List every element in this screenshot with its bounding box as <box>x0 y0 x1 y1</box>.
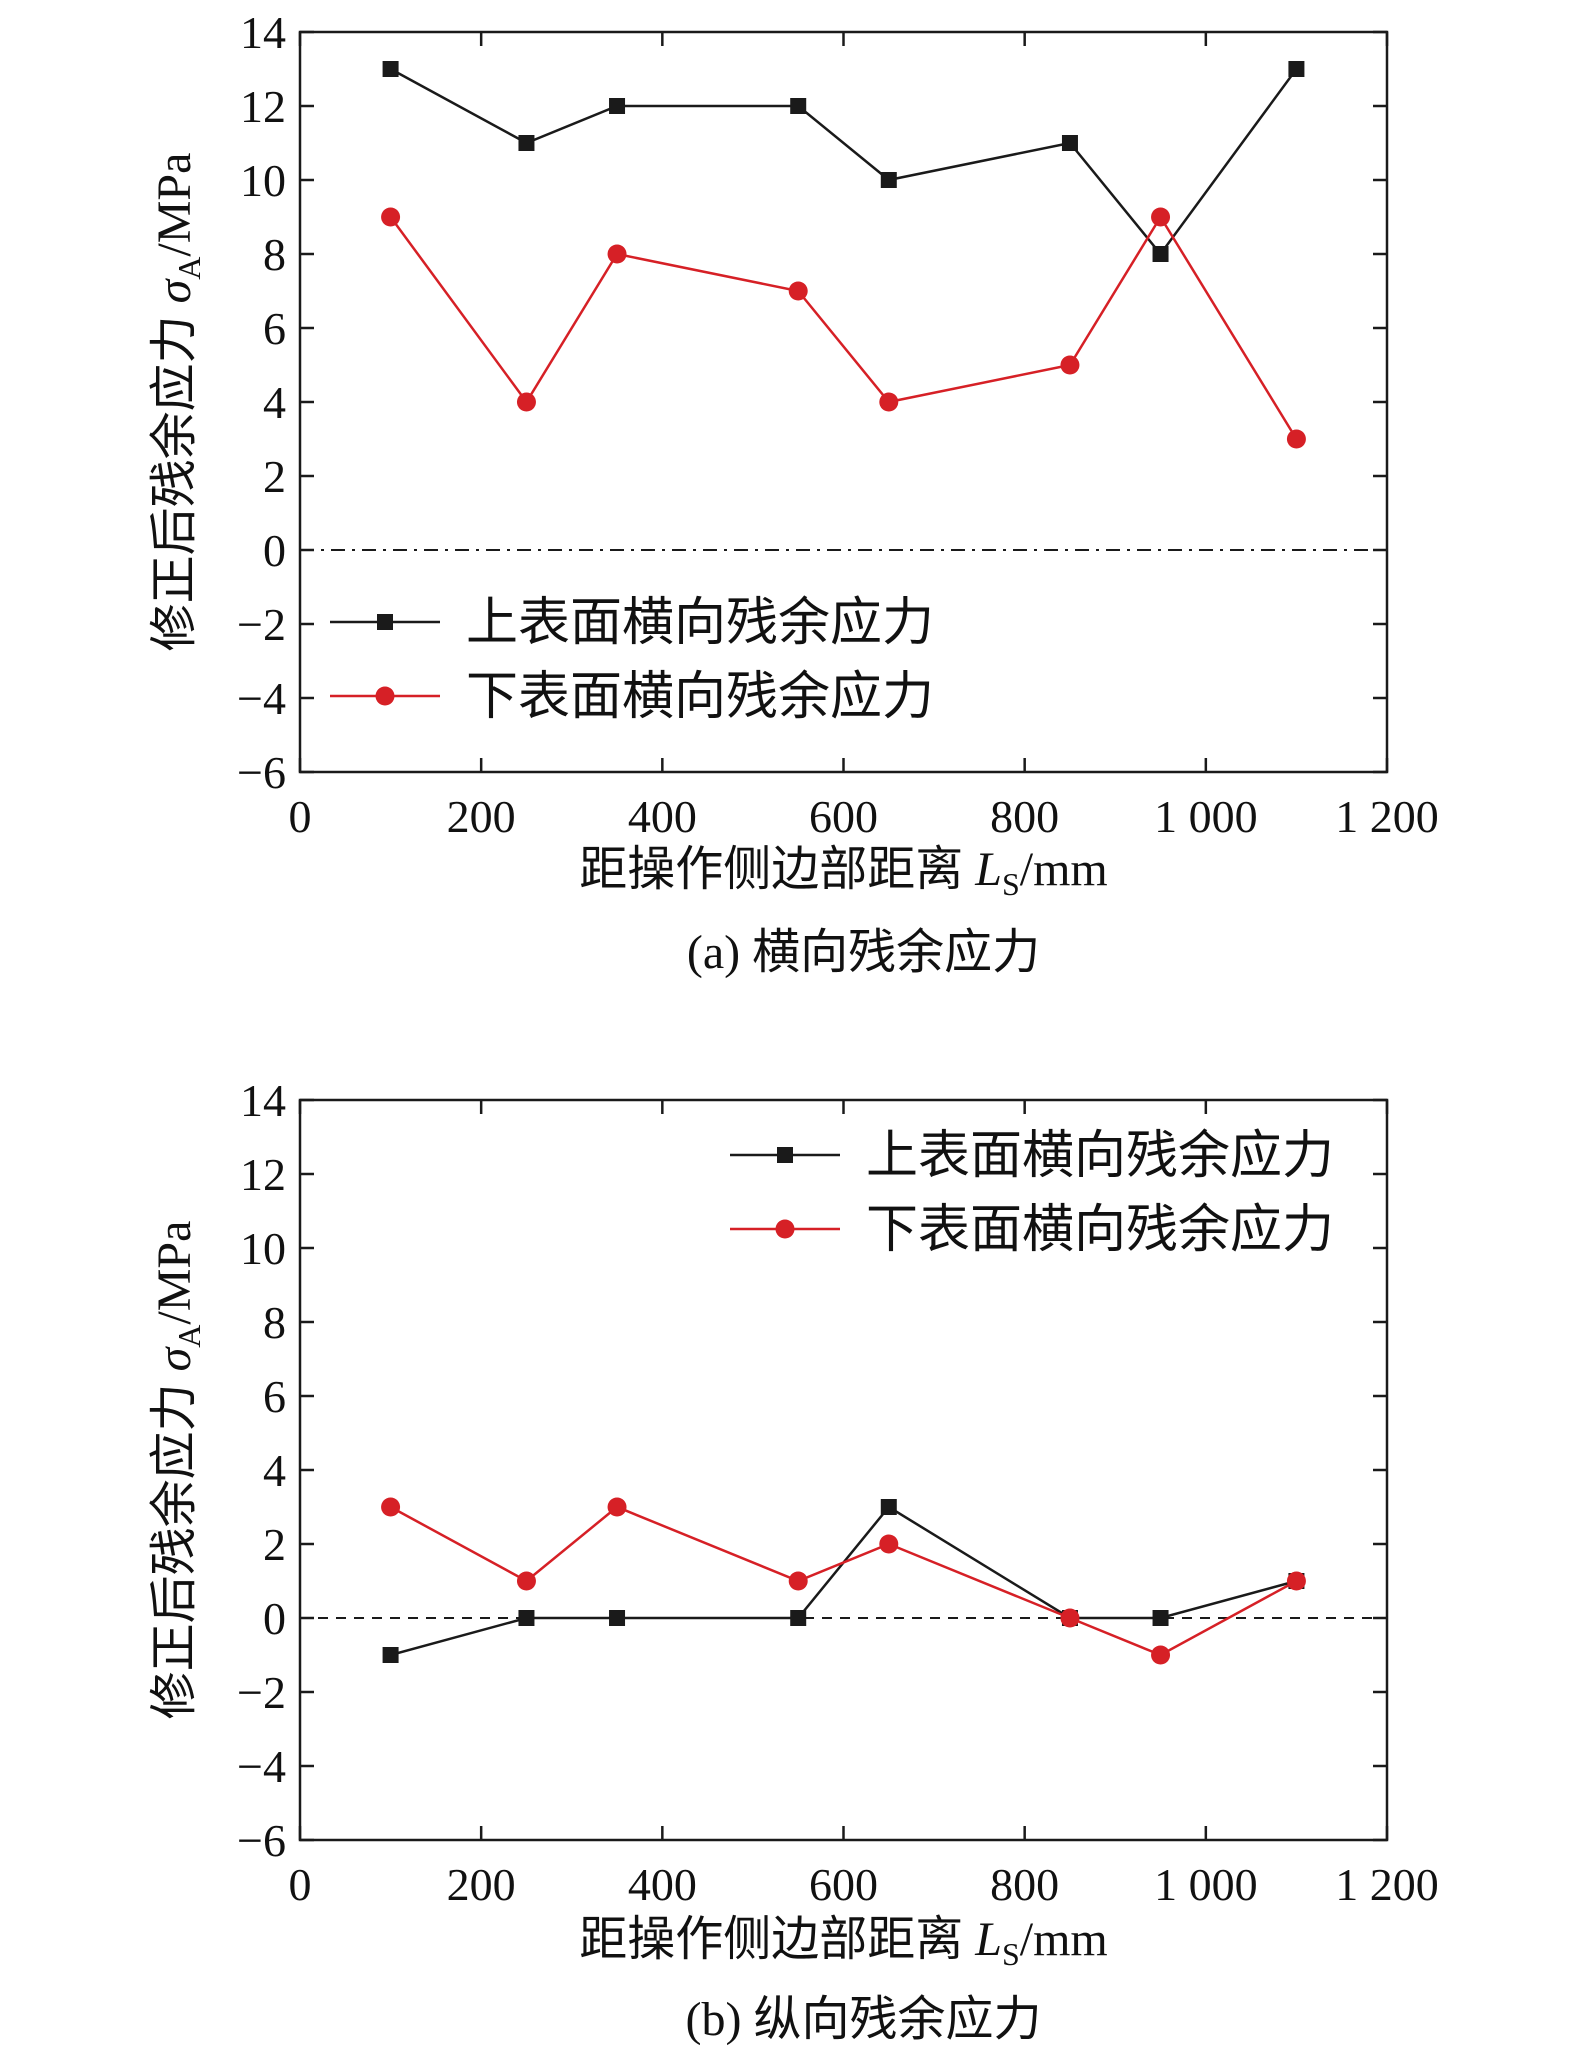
y-tick-label: 6 <box>263 303 286 354</box>
x-axis-title: 距操作侧边部距离 LS/mm <box>579 1913 1108 1972</box>
y-axis-title: 修正后残余应力 σA/MPa <box>148 1221 207 1720</box>
y-tick-label: 0 <box>263 525 286 576</box>
data-point-square <box>382 1647 399 1663</box>
legend-label: 上表面横向残余应力 <box>466 595 934 652</box>
data-point-circle <box>1286 429 1306 449</box>
x-tick-label: 400 <box>628 1859 697 1910</box>
data-point-circle <box>516 1571 536 1591</box>
y-tick-label: 2 <box>263 451 286 502</box>
series-line-2 <box>390 1505 1297 1657</box>
legend-marker-square <box>377 614 393 630</box>
panel-caption: (b) 纵向残余应力 <box>686 1993 1042 2046</box>
y-tick-label: 10 <box>240 1223 286 1274</box>
y-axis-title: 修正后残余应力 σA/MPa <box>148 153 207 652</box>
data-point-circle <box>1060 1608 1080 1628</box>
data-point-square <box>518 135 535 151</box>
legend-label: 上表面横向残余应力 <box>866 1128 1334 1185</box>
y-tick-label: 14 <box>240 7 286 58</box>
y-tick-label: 12 <box>240 81 286 132</box>
data-point-square <box>382 61 399 77</box>
data-point-square <box>1152 1610 1169 1626</box>
legend-marker-circle <box>375 686 395 706</box>
chart-panel-b: 0 200 400 600 800 1 000 1 200 −6 −4 −2 0 2 4 6 8 10 12 14… <box>148 1075 1439 2046</box>
legend-label: 下表面横向残余应力 <box>466 669 934 726</box>
chart-panel-a: 0 200 400 600 800 1 000 1 200 −6 −4 −2 0 2 4 6 8 10 12 14… <box>148 7 1439 979</box>
x-tick-label: 800 <box>990 791 1059 842</box>
legend-marker-square <box>777 1147 793 1163</box>
data-point-circle <box>1151 207 1171 227</box>
data-point-square <box>1288 61 1305 77</box>
data-point-circle <box>1286 1571 1306 1591</box>
data-point-circle <box>788 1571 808 1591</box>
data-point-circle <box>607 244 627 264</box>
y-tick-label: 2 <box>263 1519 286 1570</box>
x-tick-label: 200 <box>447 1859 516 1910</box>
x-axis-title: 距操作侧边部距离 LS/mm <box>579 843 1108 902</box>
y-tick-label: 4 <box>263 1445 286 1496</box>
data-point-circle <box>381 1497 401 1517</box>
data-point-circle <box>607 1497 627 1517</box>
x-tick-label: 1 000 <box>1154 1859 1258 1910</box>
y-tick-label: 8 <box>263 229 286 280</box>
data-point-circle <box>1060 355 1080 375</box>
x-tick-label: 1 200 <box>1335 1859 1439 1910</box>
panel-caption: (a) 横向残余应力 <box>687 926 1040 979</box>
x-tick-label: 400 <box>628 791 697 842</box>
data-point-square <box>518 1610 535 1626</box>
y-tick-label: 6 <box>263 1371 286 1422</box>
y-tick-label: −2 <box>237 1667 286 1718</box>
x-tick-label: 800 <box>990 1859 1059 1910</box>
x-tick-label: 600 <box>809 791 878 842</box>
y-tick-label: 0 <box>263 1593 286 1644</box>
data-point-square <box>1061 135 1078 151</box>
data-point-square <box>880 1499 897 1515</box>
legend-marker-circle <box>775 1219 795 1239</box>
x-tick-label: 1 000 <box>1154 791 1258 842</box>
y-tick-label: −6 <box>237 747 286 798</box>
data-point-circle <box>516 392 536 412</box>
y-tick-label: −2 <box>237 599 286 650</box>
series-line-1 <box>390 67 1298 257</box>
data-point-square <box>790 98 807 114</box>
data-point-circle <box>788 281 808 301</box>
y-tick-label: 10 <box>240 155 286 206</box>
y-tick-label: 14 <box>240 1075 286 1126</box>
legend-label: 下表面横向残余应力 <box>866 1202 1334 1259</box>
y-tick-label: −6 <box>237 1815 286 1866</box>
data-point-circle <box>381 207 401 227</box>
x-tick-label: 600 <box>809 1859 878 1910</box>
data-point-square <box>880 172 897 188</box>
data-point-square <box>1152 246 1169 262</box>
y-tick-label: −4 <box>237 1741 286 1792</box>
y-tick-label: 4 <box>263 377 286 428</box>
x-tick-label: 1 200 <box>1335 791 1439 842</box>
series-line-2 <box>389 214 1298 440</box>
data-point-circle <box>1151 1645 1171 1665</box>
data-point-square <box>790 1610 807 1626</box>
x-tick-label: 0 <box>289 791 312 842</box>
data-point-circle <box>879 392 899 412</box>
y-tick-label: −4 <box>237 673 286 724</box>
y-tick-label: 12 <box>240 1149 286 1200</box>
data-point-circle <box>879 1534 899 1554</box>
data-point-square <box>609 98 626 114</box>
x-tick-label: 200 <box>447 791 516 842</box>
y-tick-label: 8 <box>263 1297 286 1348</box>
x-tick-label: 0 <box>289 1859 312 1910</box>
data-point-square <box>609 1610 626 1626</box>
